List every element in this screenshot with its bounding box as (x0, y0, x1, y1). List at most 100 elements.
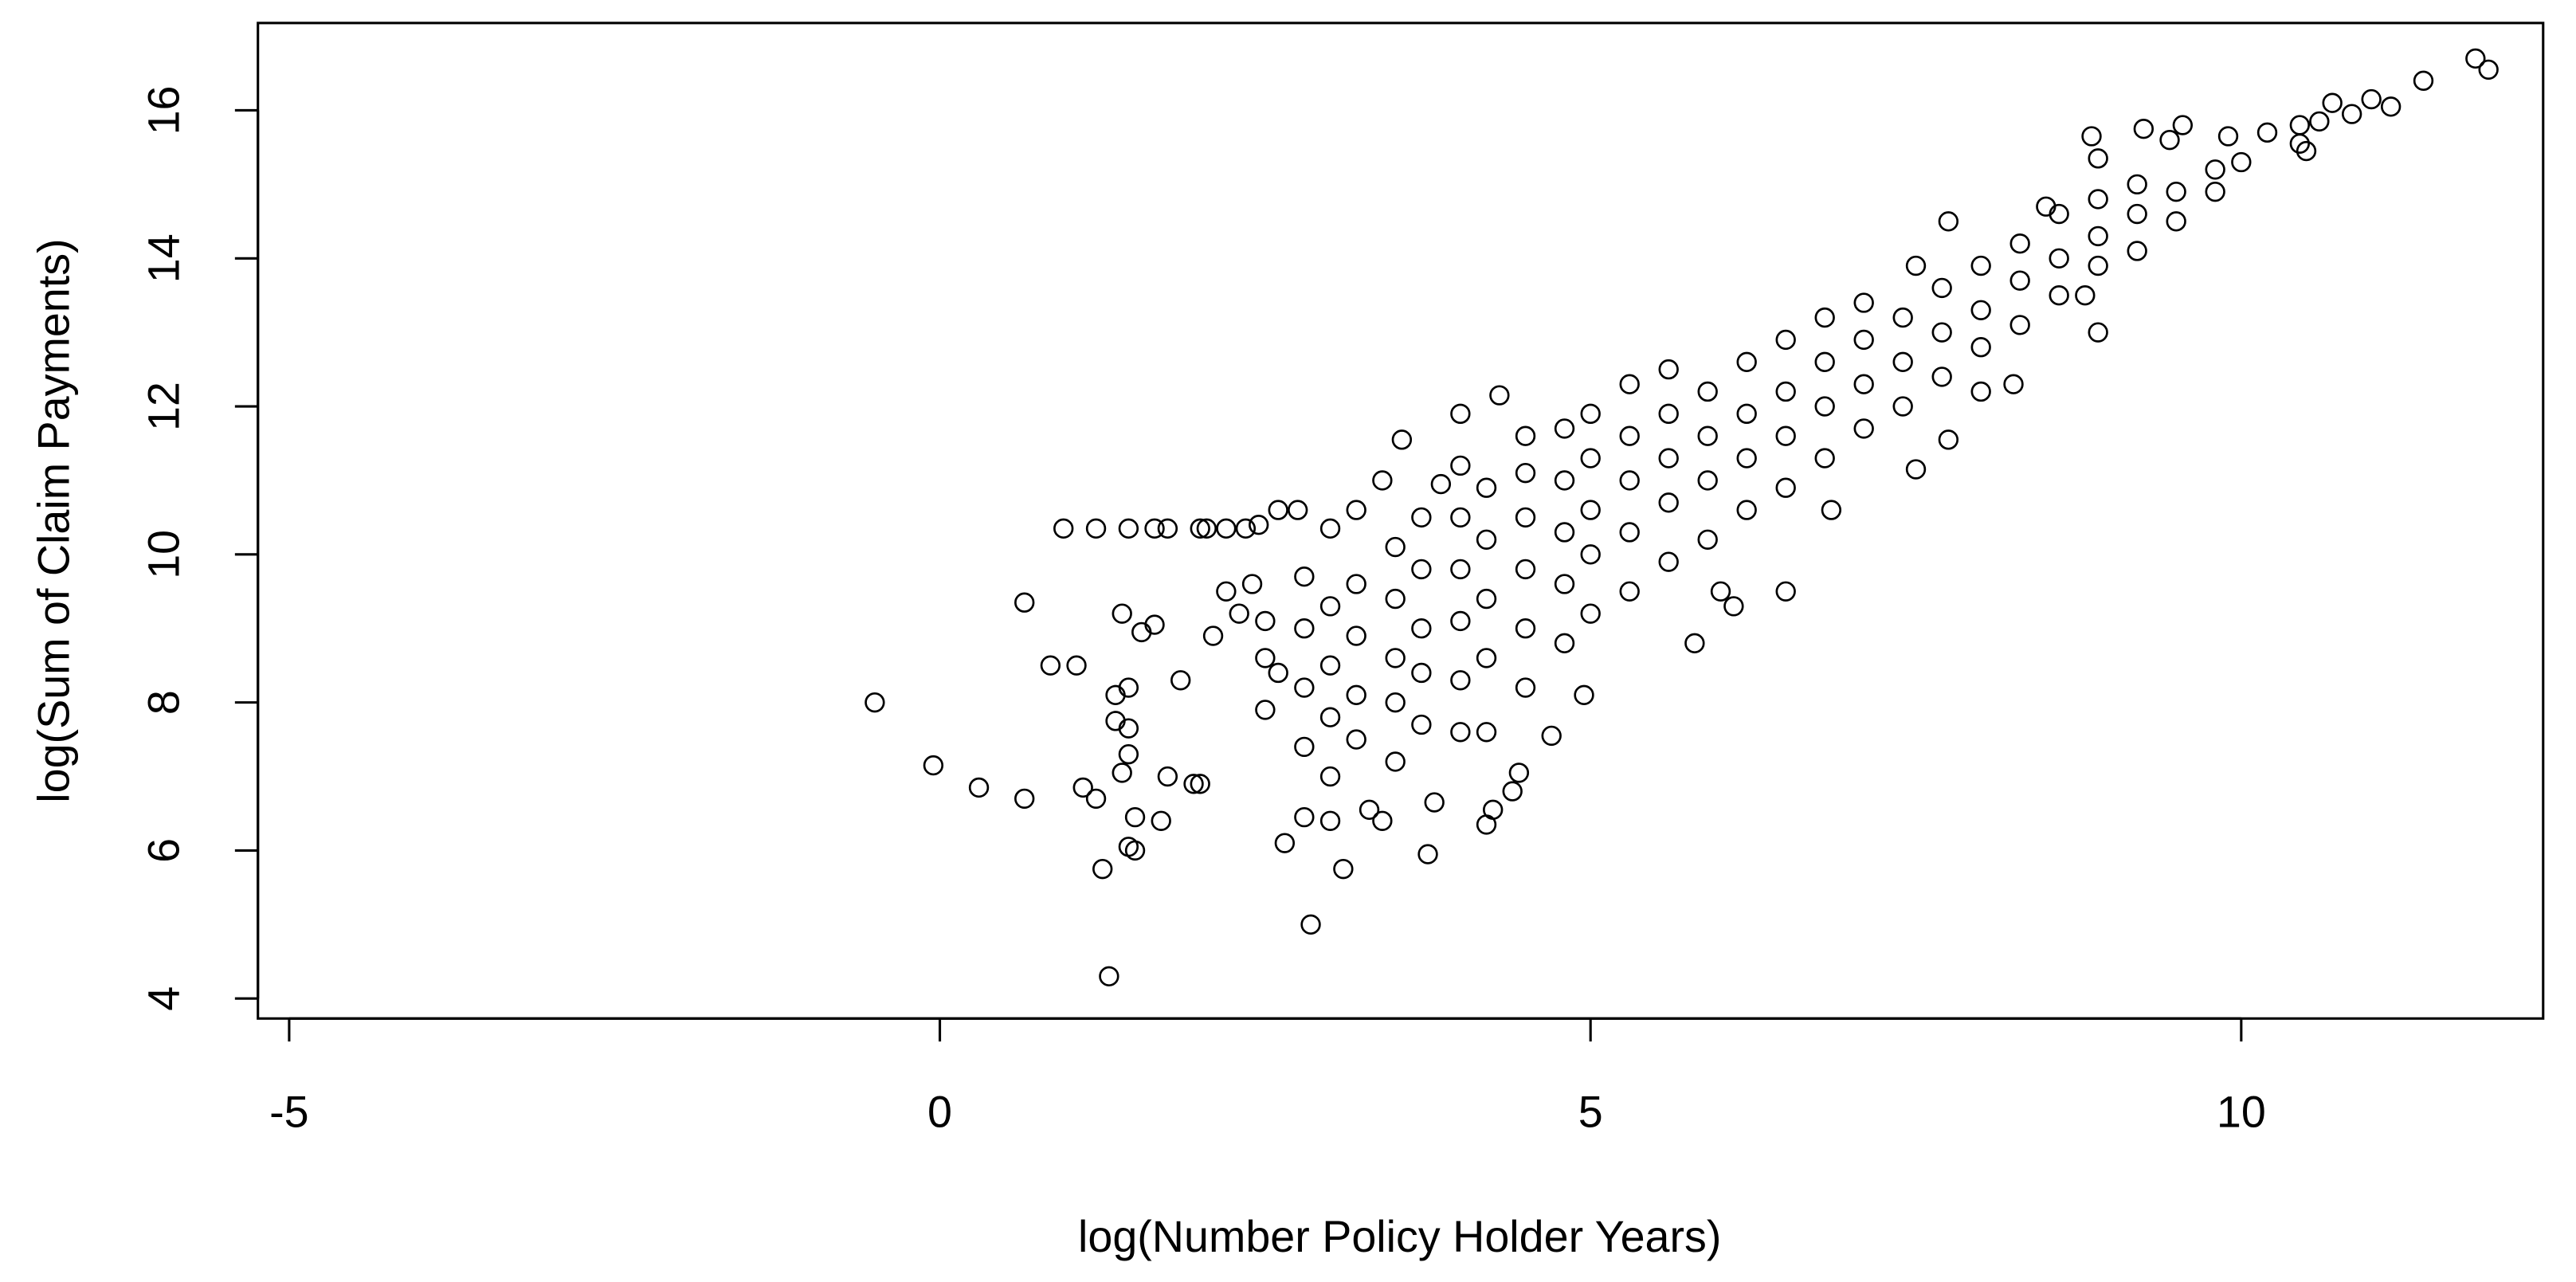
point (1853, 374, 1874, 394)
point (1970, 337, 1991, 358)
point (1775, 477, 1796, 498)
point (1346, 574, 1366, 594)
point (1853, 418, 1874, 439)
point (1385, 692, 1406, 713)
point (1853, 292, 1874, 313)
point (1658, 403, 1679, 425)
point (2231, 151, 2252, 173)
point (1288, 500, 1308, 520)
point (1619, 581, 1640, 602)
point (2133, 119, 2155, 139)
point (2217, 126, 2239, 147)
point (1697, 425, 1718, 446)
x-tick-label: 0 (927, 1087, 952, 1136)
point (2088, 225, 2108, 247)
point (1112, 603, 1132, 624)
point (1346, 684, 1366, 706)
point (1554, 574, 1575, 594)
point (1658, 448, 1679, 468)
point (1241, 574, 1263, 594)
point (1515, 677, 1536, 698)
point (1450, 722, 1471, 743)
point (1619, 374, 1640, 394)
point (2289, 133, 2311, 154)
point (2413, 70, 2434, 92)
point (2088, 322, 2108, 343)
point (1515, 462, 1536, 484)
point (1697, 470, 1718, 491)
y-tick-label: 12 (139, 382, 189, 431)
point (1294, 736, 1315, 758)
point (1775, 425, 1796, 446)
point (1118, 518, 1139, 539)
point (2088, 189, 2108, 210)
point (1085, 518, 1107, 539)
point (2172, 115, 2194, 135)
point (1736, 351, 1757, 373)
point (1391, 429, 1413, 450)
point (1124, 806, 1146, 828)
point (1450, 455, 1471, 476)
point (2075, 285, 2096, 306)
point (1118, 743, 1139, 765)
point (1931, 277, 1952, 299)
point (2380, 96, 2402, 117)
point (1112, 763, 1132, 783)
point (2166, 211, 2186, 232)
point (2159, 129, 2180, 151)
point (1319, 655, 1341, 676)
point (1072, 777, 1093, 798)
point (1821, 500, 1842, 520)
point (2361, 88, 2382, 110)
point (1385, 648, 1406, 668)
point (1905, 459, 1927, 480)
point (1970, 381, 1991, 402)
point (1476, 477, 1497, 498)
point (1658, 492, 1679, 513)
point (2009, 270, 2030, 291)
point (1515, 507, 1536, 528)
point (1359, 799, 1380, 821)
point (1775, 381, 1796, 402)
x-axis-label: log(Number Policy Holder Years) (1078, 1212, 1721, 1261)
point (1580, 603, 1601, 624)
point (1216, 581, 1237, 602)
point (1118, 677, 1139, 698)
point (1476, 648, 1497, 668)
y-tick-label: 10 (139, 530, 189, 579)
point (1319, 766, 1341, 787)
point (1424, 792, 1445, 813)
y-tick-label: 6 (139, 838, 189, 863)
point (1235, 518, 1257, 539)
point (1541, 725, 1562, 747)
point (1938, 211, 1959, 232)
point (2341, 104, 2362, 124)
point (1411, 714, 1432, 735)
point (1736, 448, 1757, 468)
point (1814, 448, 1835, 468)
point (1255, 610, 1276, 632)
point (1892, 351, 1913, 373)
point (1554, 633, 1575, 653)
point (1580, 544, 1601, 565)
point (1255, 700, 1276, 720)
plot-box (257, 22, 2545, 1020)
point (1190, 518, 1210, 539)
point (1385, 751, 1406, 772)
point (1249, 515, 1269, 535)
y-tick-label: 16 (139, 86, 189, 135)
point (1294, 806, 1315, 828)
point (1450, 610, 1471, 632)
point (2205, 159, 2225, 180)
point (2166, 181, 2186, 202)
point (1319, 518, 1341, 539)
point (1411, 662, 1432, 684)
point (2478, 59, 2499, 80)
point (1489, 385, 1510, 406)
point (1476, 588, 1497, 610)
point (1658, 359, 1679, 380)
point (1170, 670, 1191, 691)
point (1346, 500, 1366, 520)
